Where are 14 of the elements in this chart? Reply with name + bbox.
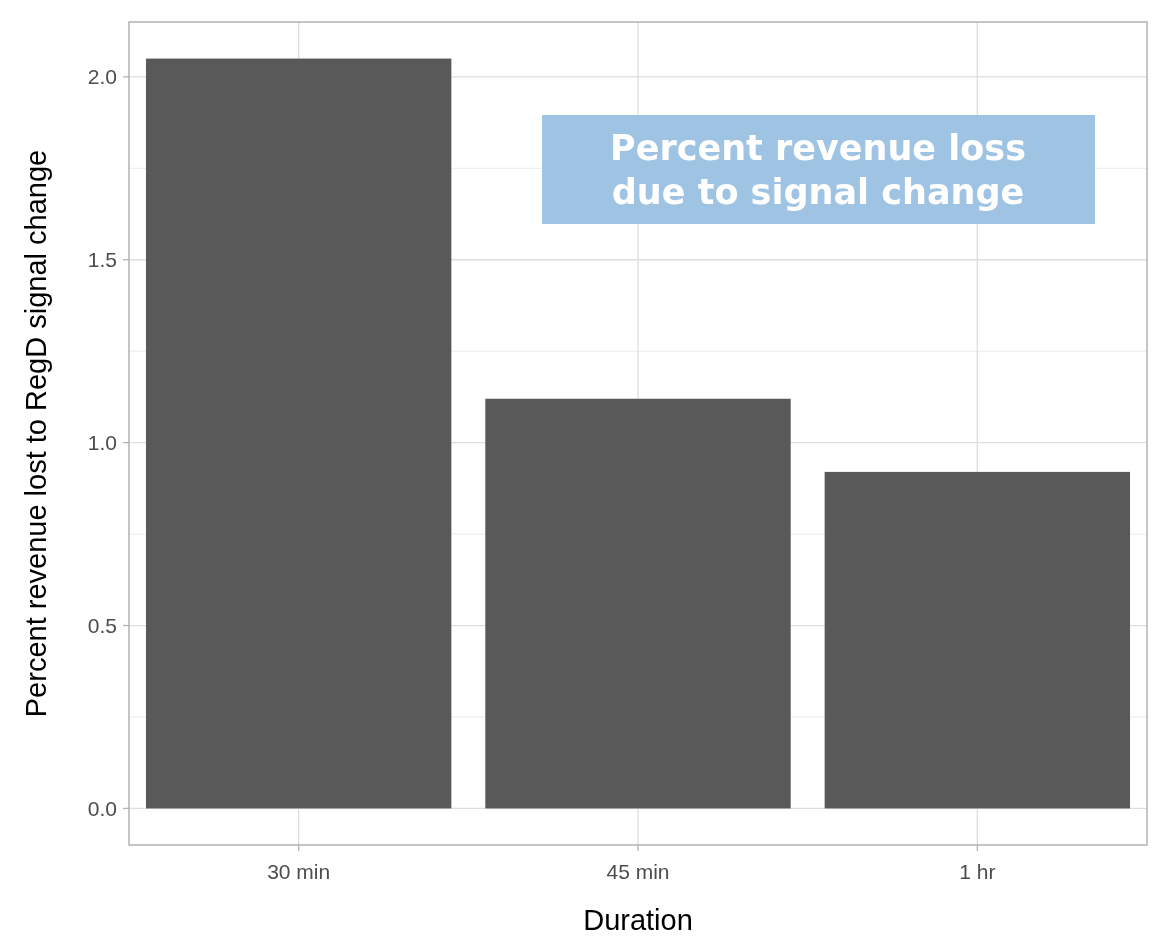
bar	[485, 398, 791, 809]
annotation: Percent revenue loss due to signal change	[610, 128, 1026, 212]
y-axis-title: Percent revenue lost to RegD signal change	[20, 149, 52, 718]
x-tick-label: 1 hr	[959, 860, 996, 883]
x-tick-label: 30 min	[267, 860, 331, 883]
x-axis-title: Duration	[583, 904, 693, 936]
y-tick-label: 0.5	[87, 613, 117, 637]
y-tick-label: 1.0	[87, 430, 117, 454]
bar	[824, 471, 1131, 809]
y-tick-label: 0.0	[87, 796, 117, 820]
y-tick-label: 2.0	[87, 65, 117, 89]
bar	[145, 58, 452, 809]
y-tick-label: 1.5	[87, 248, 117, 272]
x-tick-label: 45 min	[606, 860, 670, 883]
